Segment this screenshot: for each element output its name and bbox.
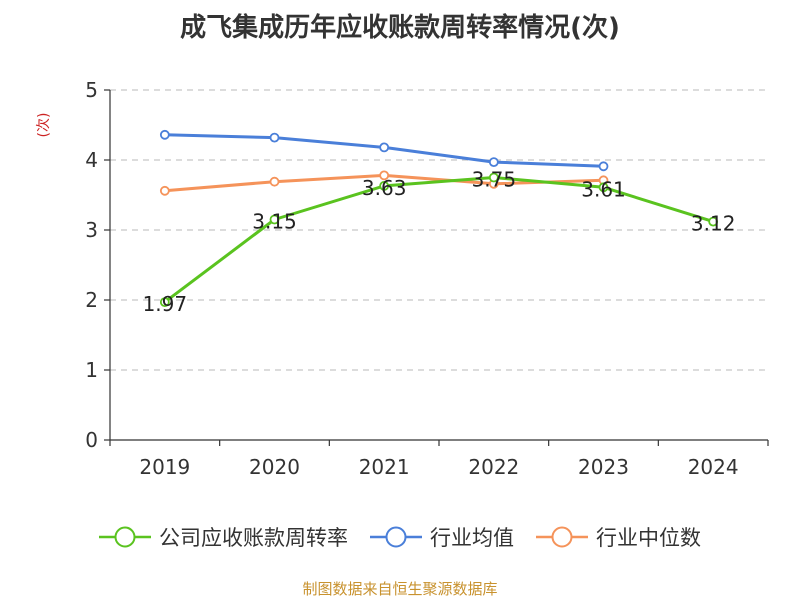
x-tick-label-2023: 2023 — [578, 455, 629, 479]
series-0-point-2021 — [379, 180, 390, 191]
legend-item-0[interactable]: 公司应收账款周转率 — [99, 526, 348, 550]
data-label-2023: 3.61 — [581, 177, 626, 201]
legend-marker-0 — [114, 526, 136, 548]
legend: 公司应收账款周转率 行业均值 行业中位数 — [99, 526, 701, 550]
x-tick-label-2021: 2021 — [359, 455, 410, 479]
legend-marker-2 — [551, 526, 573, 548]
data-label-2024: 3.12 — [691, 212, 736, 236]
y-tick-label-1: 1 — [85, 358, 98, 382]
legend-item-2[interactable]: 行业中位数 — [536, 526, 701, 550]
series-2-point-2020 — [269, 176, 280, 187]
series-0-point-2019 — [159, 297, 170, 308]
series-0-point-2022 — [488, 172, 499, 183]
source-note: 制图数据来自恒生聚源数据库 — [302, 580, 497, 598]
grid-lines — [110, 89, 768, 371]
y-tick-label-4: 4 — [85, 148, 98, 172]
chart-title: 成飞集成历年应收账款周转率情况(次) — [180, 12, 620, 43]
series-2-point-2021 — [379, 170, 390, 181]
series-1-point-2019 — [159, 129, 170, 140]
x-tick-label-2020: 2020 — [249, 455, 300, 479]
data-label-2021: 3.63 — [362, 176, 407, 200]
y-tick-label-2: 2 — [85, 288, 98, 312]
axes: 0 1 2 3 4 5 2019 2020 2021 2022 2023 2024 — [85, 78, 769, 479]
legend-label-2: 行业中位数 — [596, 526, 701, 550]
legend-marker-1 — [385, 526, 407, 548]
x-tick-label-2019: 2019 — [139, 455, 190, 479]
legend-label-1: 行业均值 — [430, 526, 514, 550]
data-label-2022: 3.75 — [472, 168, 517, 192]
series-line-0 — [163, 176, 715, 304]
series-1-point-2022 — [488, 157, 499, 168]
x-tick-label-2024: 2024 — [688, 455, 739, 479]
y-tick-label-3: 3 — [85, 218, 98, 242]
series-layer — [159, 129, 719, 308]
series-0-point-2023 — [598, 182, 609, 193]
y-tick-label-5: 5 — [85, 78, 98, 102]
series-1-point-2021 — [379, 142, 390, 153]
y-tick-label-0: 0 — [85, 428, 98, 452]
data-label-2020: 3.15 — [252, 210, 297, 234]
series-1-point-2020 — [269, 132, 280, 143]
series-1-point-2023 — [598, 161, 609, 172]
y-axis-unit-label: (次) — [36, 113, 52, 138]
data-labels: 1.97 3.15 3.63 3.75 3.61 3.12 — [143, 168, 736, 317]
x-tick-label-2022: 2022 — [468, 455, 519, 479]
series-0-point-2020 — [269, 214, 280, 225]
legend-item-1[interactable]: 行业均值 — [370, 526, 514, 550]
data-label-2019: 1.97 — [143, 292, 188, 316]
legend-label-0: 公司应收账款周转率 — [159, 526, 348, 550]
series-2-point-2019 — [159, 185, 170, 196]
series-0-point-2024 — [708, 216, 719, 227]
